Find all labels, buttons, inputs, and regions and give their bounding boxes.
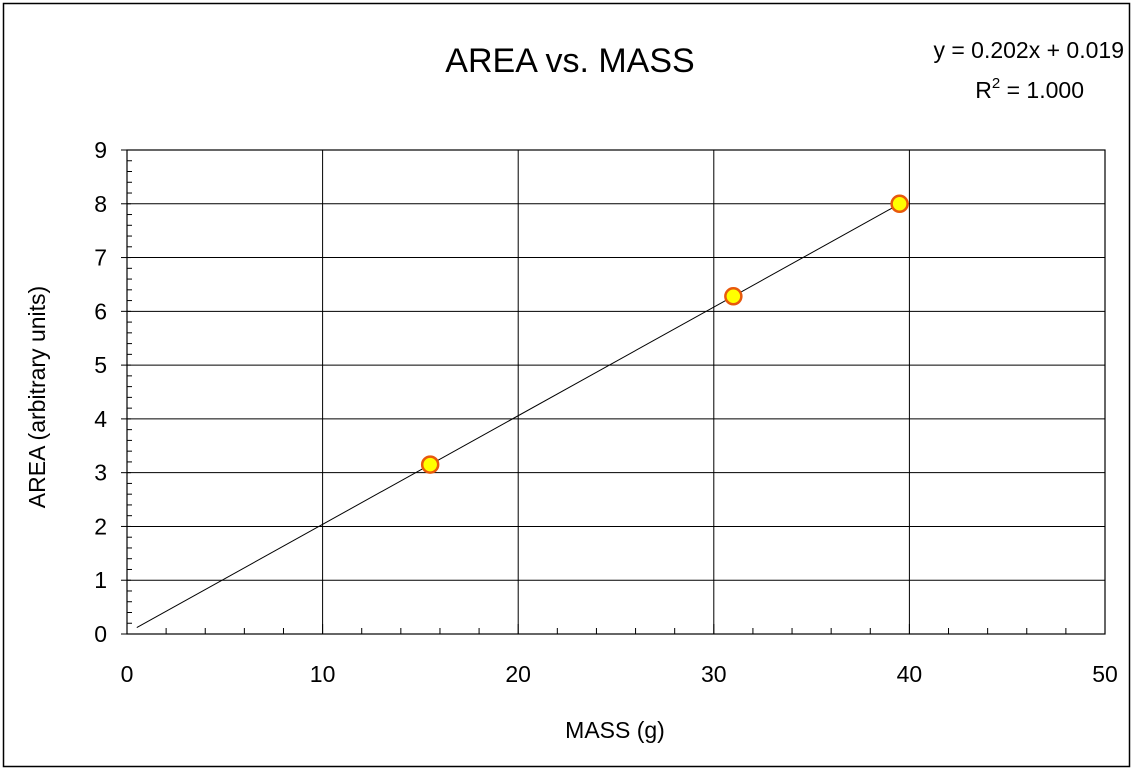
data-point <box>890 194 909 214</box>
axis-ticks <box>121 149 1106 635</box>
x-tick-label: 0 <box>121 661 134 687</box>
y-axis-label: AREA (arbitrary units) <box>24 286 50 508</box>
y-tick-label: 5 <box>94 352 107 378</box>
r2-prefix: R <box>975 77 992 103</box>
trendline-equation: y = 0.202x + 0.019 <box>933 37 1124 63</box>
trendline-r2: R2 = 1.000 <box>975 75 1084 103</box>
y-tick-label: 1 <box>94 567 107 593</box>
y-tick-label: 6 <box>94 298 107 324</box>
y-tick-label: 4 <box>94 406 107 432</box>
x-tick-label: 40 <box>897 661 923 687</box>
r2-value: = 1.000 <box>1000 77 1084 103</box>
y-tick-label: 3 <box>94 460 107 486</box>
x-tick-label: 30 <box>701 661 727 687</box>
y-tick-label: 7 <box>94 245 107 271</box>
y-tick-label: 8 <box>94 191 107 217</box>
r2-superscript: 2 <box>992 75 1000 92</box>
y-tick-label: 9 <box>94 137 107 163</box>
data-point <box>724 287 743 306</box>
data-points <box>420 194 909 474</box>
tick-labels: 0 10 20 30 40 50 0 1 2 3 4 5 6 7 8 9 <box>94 137 1118 687</box>
x-tick-label: 20 <box>505 661 531 687</box>
chart-title: AREA vs. MASS <box>445 42 694 80</box>
trendline <box>136 203 900 628</box>
trendline-layer <box>136 203 900 628</box>
gridlines <box>126 149 1106 635</box>
x-tick-label: 50 <box>1092 661 1118 687</box>
plot-area-frame <box>126 149 1106 635</box>
y-tick-label: 0 <box>94 621 107 647</box>
x-axis-label: MASS (g) <box>565 717 665 743</box>
x-tick-label: 10 <box>310 661 336 687</box>
data-point <box>420 455 440 474</box>
y-tick-label: 2 <box>94 513 107 539</box>
